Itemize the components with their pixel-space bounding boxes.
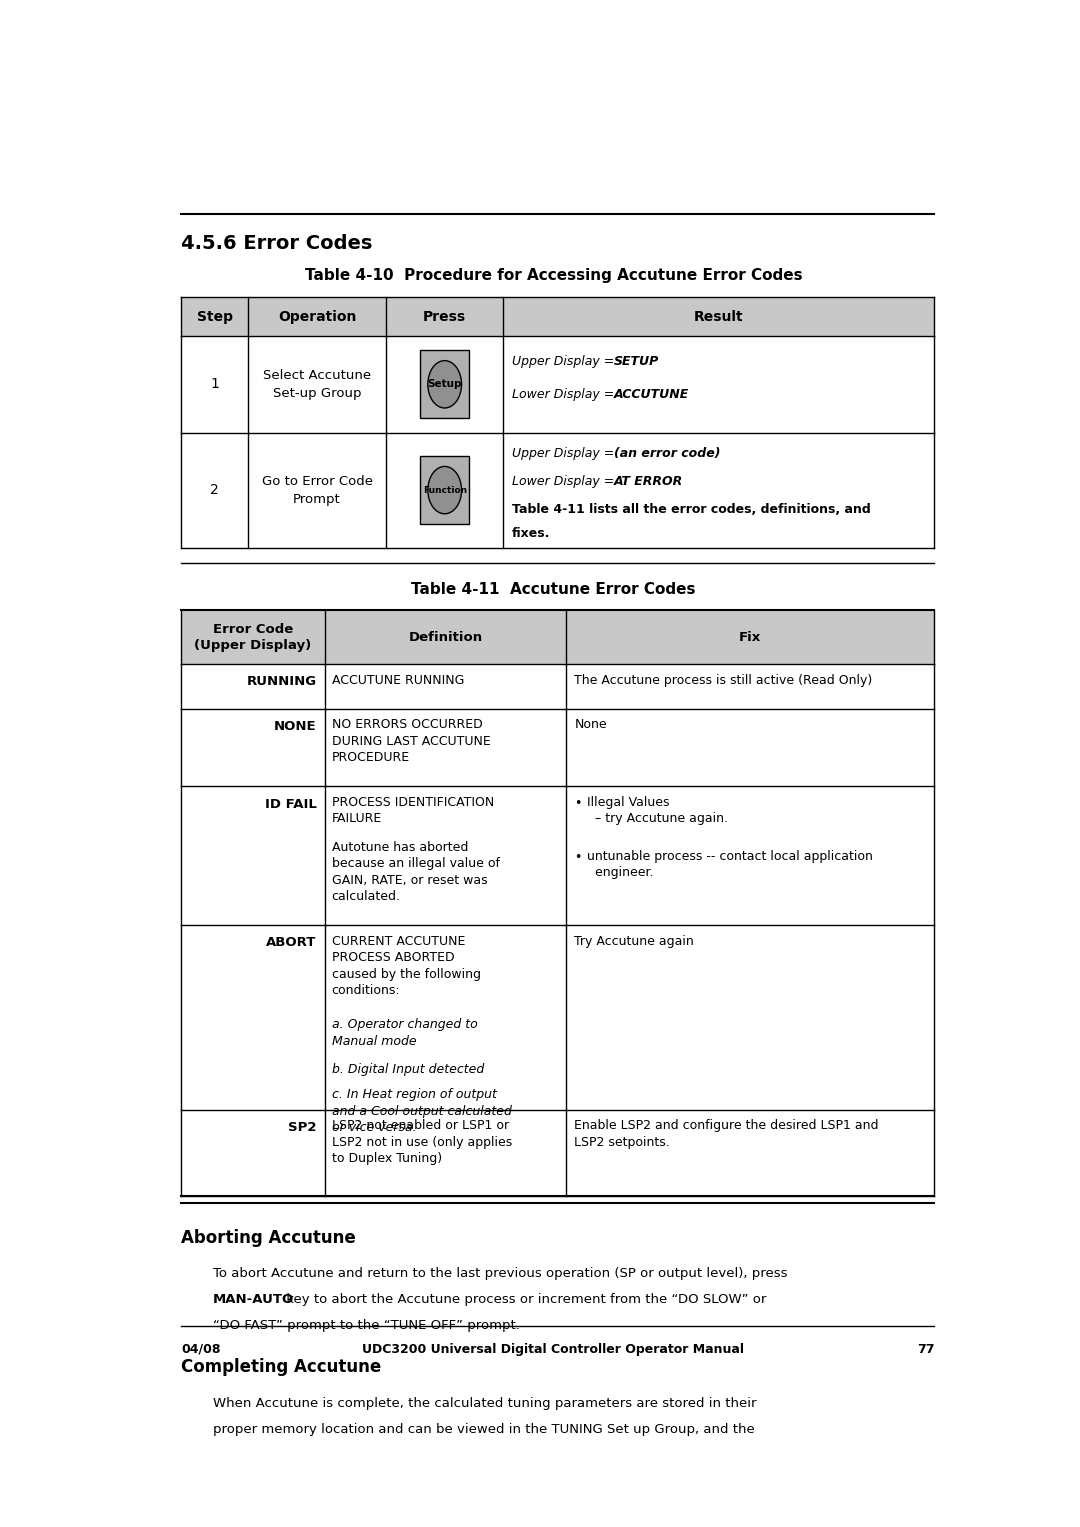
- Text: Upper Display =: Upper Display =: [512, 446, 618, 460]
- Text: Table 4-11 lists all the error codes, definitions, and: Table 4-11 lists all the error codes, de…: [512, 502, 870, 516]
- Text: Aborting Accutune: Aborting Accutune: [181, 1229, 355, 1246]
- Text: fixes.: fixes.: [512, 527, 550, 539]
- Text: Lower Display =: Lower Display =: [512, 388, 618, 400]
- Text: Definition: Definition: [408, 631, 483, 643]
- Text: UDC3200 Universal Digital Controller Operator Manual: UDC3200 Universal Digital Controller Ope…: [363, 1342, 744, 1356]
- Text: untunable process -- contact local application
  engineer.: untunable process -- contact local appli…: [588, 851, 873, 880]
- Text: Fix: Fix: [739, 631, 761, 643]
- Text: a. Operator changed to
Manual mode: a. Operator changed to Manual mode: [332, 1019, 477, 1048]
- Text: Error Code
(Upper Display): Error Code (Upper Display): [194, 623, 312, 652]
- Text: Upper Display =: Upper Display =: [512, 354, 618, 368]
- Text: (an error code): (an error code): [613, 446, 720, 460]
- Text: ACCUTUNE: ACCUTUNE: [613, 388, 689, 400]
- Text: Operation: Operation: [278, 310, 356, 324]
- Text: To abort Accutune and return to the last previous operation (SP or output level): To abort Accutune and return to the last…: [213, 1267, 787, 1280]
- Text: PROCESS IDENTIFICATION
FAILURE: PROCESS IDENTIFICATION FAILURE: [332, 796, 494, 825]
- Text: ABORT: ABORT: [267, 936, 316, 950]
- Text: 1: 1: [211, 377, 219, 391]
- Text: Enable LSP2 and configure the desired LSP1 and
LSP2 setpoints.: Enable LSP2 and configure the desired LS…: [575, 1119, 879, 1148]
- FancyBboxPatch shape: [420, 350, 469, 418]
- Text: •: •: [575, 851, 582, 864]
- Text: 04/08: 04/08: [181, 1342, 220, 1356]
- Text: When Accutune is complete, the calculated tuning parameters are stored in their: When Accutune is complete, the calculate…: [213, 1397, 756, 1409]
- Text: c. In Heat region of output
and a Cool output calculated
or vice versa.: c. In Heat region of output and a Cool o…: [332, 1089, 512, 1135]
- Text: LSP2 not enabled or LSP1 or
LSP2 not in use (only applies
to Duplex Tuning): LSP2 not enabled or LSP1 or LSP2 not in …: [332, 1119, 512, 1165]
- Text: Press: Press: [423, 310, 467, 324]
- Text: ID FAIL: ID FAIL: [265, 797, 316, 811]
- Text: Completing Accutune: Completing Accutune: [181, 1358, 381, 1376]
- Text: NO ERRORS OCCURRED
DURING LAST ACCUTUNE
PROCEDURE: NO ERRORS OCCURRED DURING LAST ACCUTUNE …: [332, 718, 490, 764]
- Text: key to abort the Accutune process or increment from the “DO SLOW” or: key to abort the Accutune process or inc…: [282, 1293, 767, 1306]
- Text: RUNNING: RUNNING: [246, 675, 316, 689]
- Text: MAN-AUTO: MAN-AUTO: [213, 1293, 294, 1306]
- Ellipse shape: [428, 466, 461, 513]
- Text: 4.5.6 Error Codes: 4.5.6 Error Codes: [181, 234, 373, 253]
- Text: Table 4-10  Procedure for Accessing Accutune Error Codes: Table 4-10 Procedure for Accessing Accut…: [305, 267, 802, 282]
- Text: “DO FAST” prompt to the “TUNE OFF” prompt.: “DO FAST” prompt to the “TUNE OFF” promp…: [213, 1319, 519, 1332]
- Ellipse shape: [428, 360, 461, 408]
- Text: Lower Display =: Lower Display =: [512, 475, 618, 487]
- Text: b. Digital Input detected: b. Digital Input detected: [332, 1063, 484, 1075]
- Text: NONE: NONE: [274, 721, 316, 733]
- Text: 77: 77: [917, 1342, 934, 1356]
- Bar: [181, 611, 934, 664]
- Text: SETUP: SETUP: [613, 354, 659, 368]
- Text: ACCUTUNE RUNNING: ACCUTUNE RUNNING: [332, 673, 464, 687]
- Text: None: None: [575, 718, 607, 731]
- Text: The Accutune process is still active (Read Only): The Accutune process is still active (Re…: [575, 673, 873, 687]
- Text: Setup: Setup: [428, 379, 462, 389]
- Text: proper memory location and can be viewed in the TUNING Set up Group, and the: proper memory location and can be viewed…: [213, 1423, 755, 1435]
- Text: Try Accutune again: Try Accutune again: [575, 935, 694, 948]
- FancyBboxPatch shape: [420, 457, 469, 524]
- Bar: [181, 298, 934, 336]
- Text: Select Accutune
Set-up Group: Select Accutune Set-up Group: [264, 370, 372, 400]
- Text: Function: Function: [422, 486, 467, 495]
- Text: AT ERROR: AT ERROR: [613, 475, 683, 487]
- Text: Illegal Values
  – try Accutune again.: Illegal Values – try Accutune again.: [588, 796, 728, 825]
- Text: Result: Result: [694, 310, 744, 324]
- Text: Autotune has aborted
because an illegal value of
GAIN, RATE, or reset was
calcul: Autotune has aborted because an illegal …: [332, 840, 500, 902]
- Text: Go to Error Code
Prompt: Go to Error Code Prompt: [261, 475, 373, 505]
- Text: CURRENT ACCUTUNE
PROCESS ABORTED
caused by the following
conditions:: CURRENT ACCUTUNE PROCESS ABORTED caused …: [332, 935, 481, 997]
- Text: 2: 2: [211, 483, 219, 498]
- Text: Step: Step: [197, 310, 232, 324]
- Text: •: •: [575, 797, 582, 809]
- Text: Table 4-11  Accutune Error Codes: Table 4-11 Accutune Error Codes: [411, 582, 696, 597]
- Text: SP2: SP2: [288, 1121, 316, 1135]
